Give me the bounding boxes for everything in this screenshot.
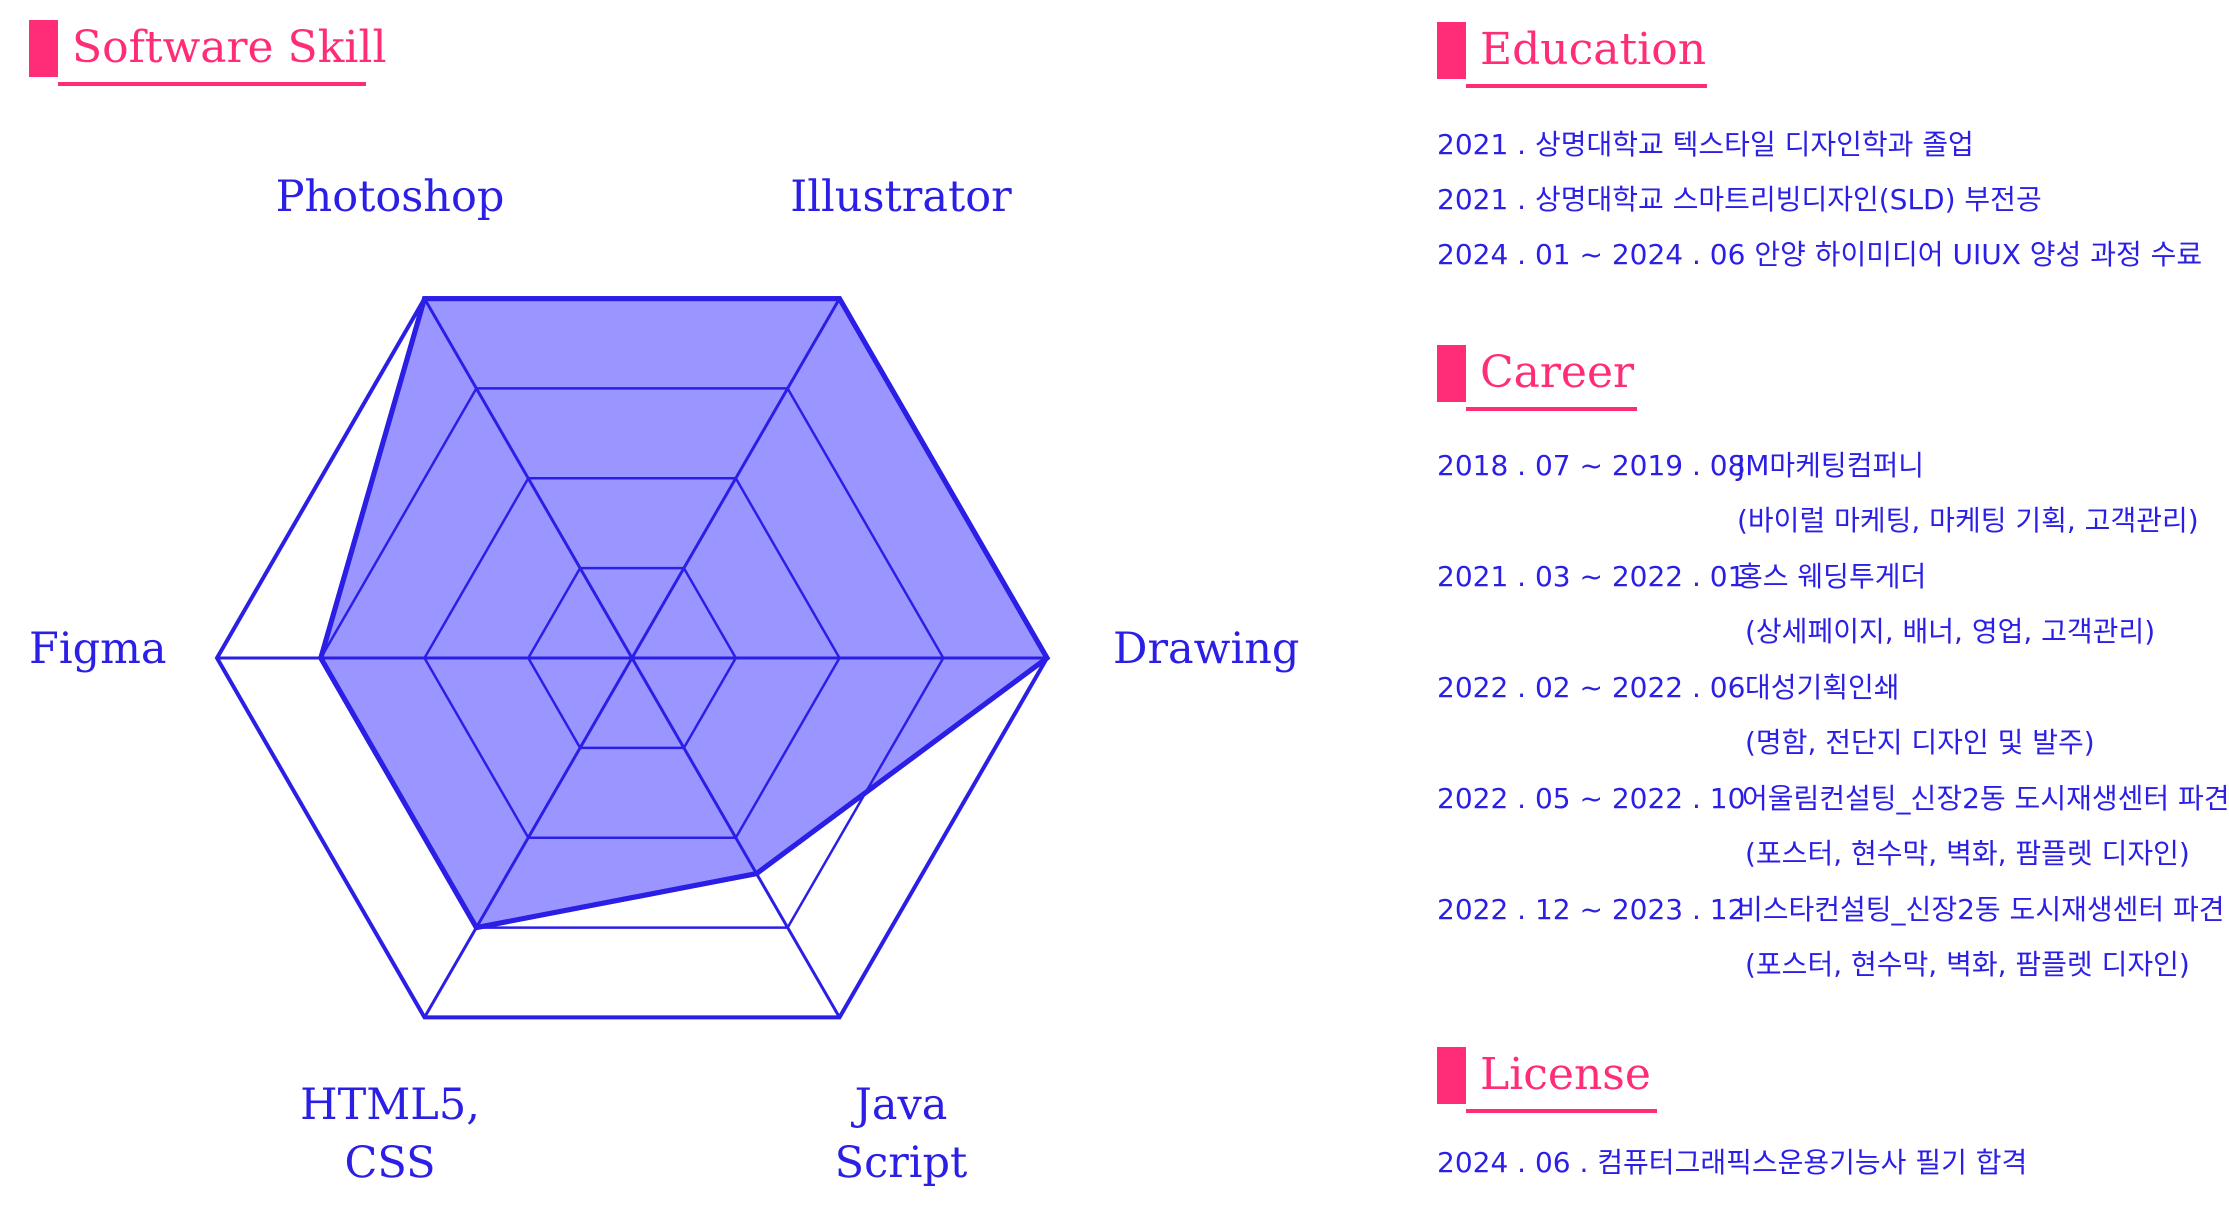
career-title: Career — [1480, 347, 1635, 398]
radar-spoke — [630, 297, 841, 659]
radar-grid — [214, 296, 1050, 1020]
skill-radar-diagram: Photoshop Illustrator Drawing Java Script HTM… — [29, 172, 1299, 1188]
career-detail: (상세페이지, 배너, 영업, 고객관리) — [1745, 615, 2156, 648]
software-skill-title: Software Skill — [72, 22, 387, 73]
axis-label: Drawing — [1113, 624, 1299, 674]
axis-label-line: HTML5, — [300, 1080, 480, 1130]
axis-label: Figma — [29, 624, 167, 674]
radar-skill-area — [318, 296, 1051, 931]
header-accent-bar — [1437, 22, 1466, 79]
career-detail: (포스터, 현수막, 벽화, 팜플렛 디자인) — [1745, 948, 2190, 981]
axis-label-line: CSS — [344, 1138, 435, 1188]
axis-label-line: Script — [835, 1138, 968, 1188]
axis-label-line: Photoshop — [276, 172, 505, 222]
axis-label: Illustrator — [790, 172, 1012, 222]
axis-label-line: Illustrator — [790, 172, 1012, 222]
career-company: 비스타컨설팅_신장2동 도시재생센터 파견 — [1737, 893, 2225, 926]
education-title: Education — [1480, 24, 1707, 75]
skill-area-outline — [318, 296, 1051, 931]
axis-label-line: Drawing — [1113, 624, 1299, 674]
career-item: 2022 . 05 ~ 2022 . 10 어울림컨설팅_신장2동 도시재생센터 … — [1437, 782, 2229, 815]
radar-spoke — [423, 297, 634, 659]
axis-label: HTML5, CSS — [300, 1080, 480, 1188]
header-accent-bar — [1437, 345, 1466, 402]
career-detail: (바이럴 마케팅, 마케팅 기획, 고객관리) — [1737, 504, 2199, 537]
career-company: 어울림컨설팅_신장2동 도시재생센터 파견 — [1742, 782, 2229, 815]
axis-label: Java Script — [835, 1080, 968, 1188]
skill-area-polygon — [318, 296, 1051, 931]
career-company: 대성기획인쇄 — [1745, 671, 1900, 704]
header-underline — [1466, 1109, 1657, 1113]
career-company: 홍스 웨딩투게더 — [1737, 560, 1927, 593]
radar-axis-labels: Photoshop Illustrator Drawing Java Script HTM… — [29, 172, 1299, 1188]
career-item: 2021 . 03 ~ 2022 . 01 홍스 웨딩투게더 — [1437, 560, 1927, 593]
radar-spoke — [423, 657, 634, 1019]
license-header: License — [1437, 1047, 1657, 1113]
software-skill-header: Software Skill — [29, 20, 387, 86]
education-item: 2021 . 상명대학교 텍스타일 디자인학과 졸업 — [1437, 128, 1974, 161]
radar-spoke — [630, 657, 841, 1019]
header-underline — [1466, 407, 1637, 411]
axis-label: Photoshop — [276, 172, 505, 222]
career-item: 2022 . 02 ~ 2022 . 06 대성기획인쇄 — [1437, 671, 1900, 704]
education-item: 2024 . 01 ~ 2024 . 06 안양 하이미디어 UIUX 양성 과… — [1437, 238, 2203, 271]
license-title: License — [1480, 1049, 1651, 1100]
header-accent-bar — [1437, 1047, 1466, 1104]
education-header: Education — [1437, 22, 1707, 88]
career-header: Career — [1437, 345, 1637, 411]
career-item: 2018 . 07 ~ 2019 . 08 JM마케팅컴퍼니 — [1437, 449, 1924, 482]
license-item: 2024 . 06 . 컴퓨터그래픽스운용기능사 필기 합격 — [1437, 1146, 2028, 1179]
career-detail: (포스터, 현수막, 벽화, 팜플렛 디자인) — [1745, 837, 2190, 870]
header-accent-bar — [29, 20, 58, 77]
career-company: JM마케팅컴퍼니 — [1737, 449, 1924, 482]
career-item: 2022 . 12 ~ 2023 . 12 비스타컨설팅_신장2동 도시재생센터 … — [1437, 893, 2225, 926]
education-item: 2021 . 상명대학교 스마트리빙디자인(SLD) 부전공 — [1437, 183, 2042, 216]
career-detail: (명함, 전단지 디자인 및 발주) — [1745, 726, 2095, 759]
header-underline — [58, 82, 366, 86]
axis-label-line: Java — [851, 1080, 948, 1130]
header-underline — [1466, 84, 1707, 88]
axis-label-line: Figma — [29, 624, 167, 674]
